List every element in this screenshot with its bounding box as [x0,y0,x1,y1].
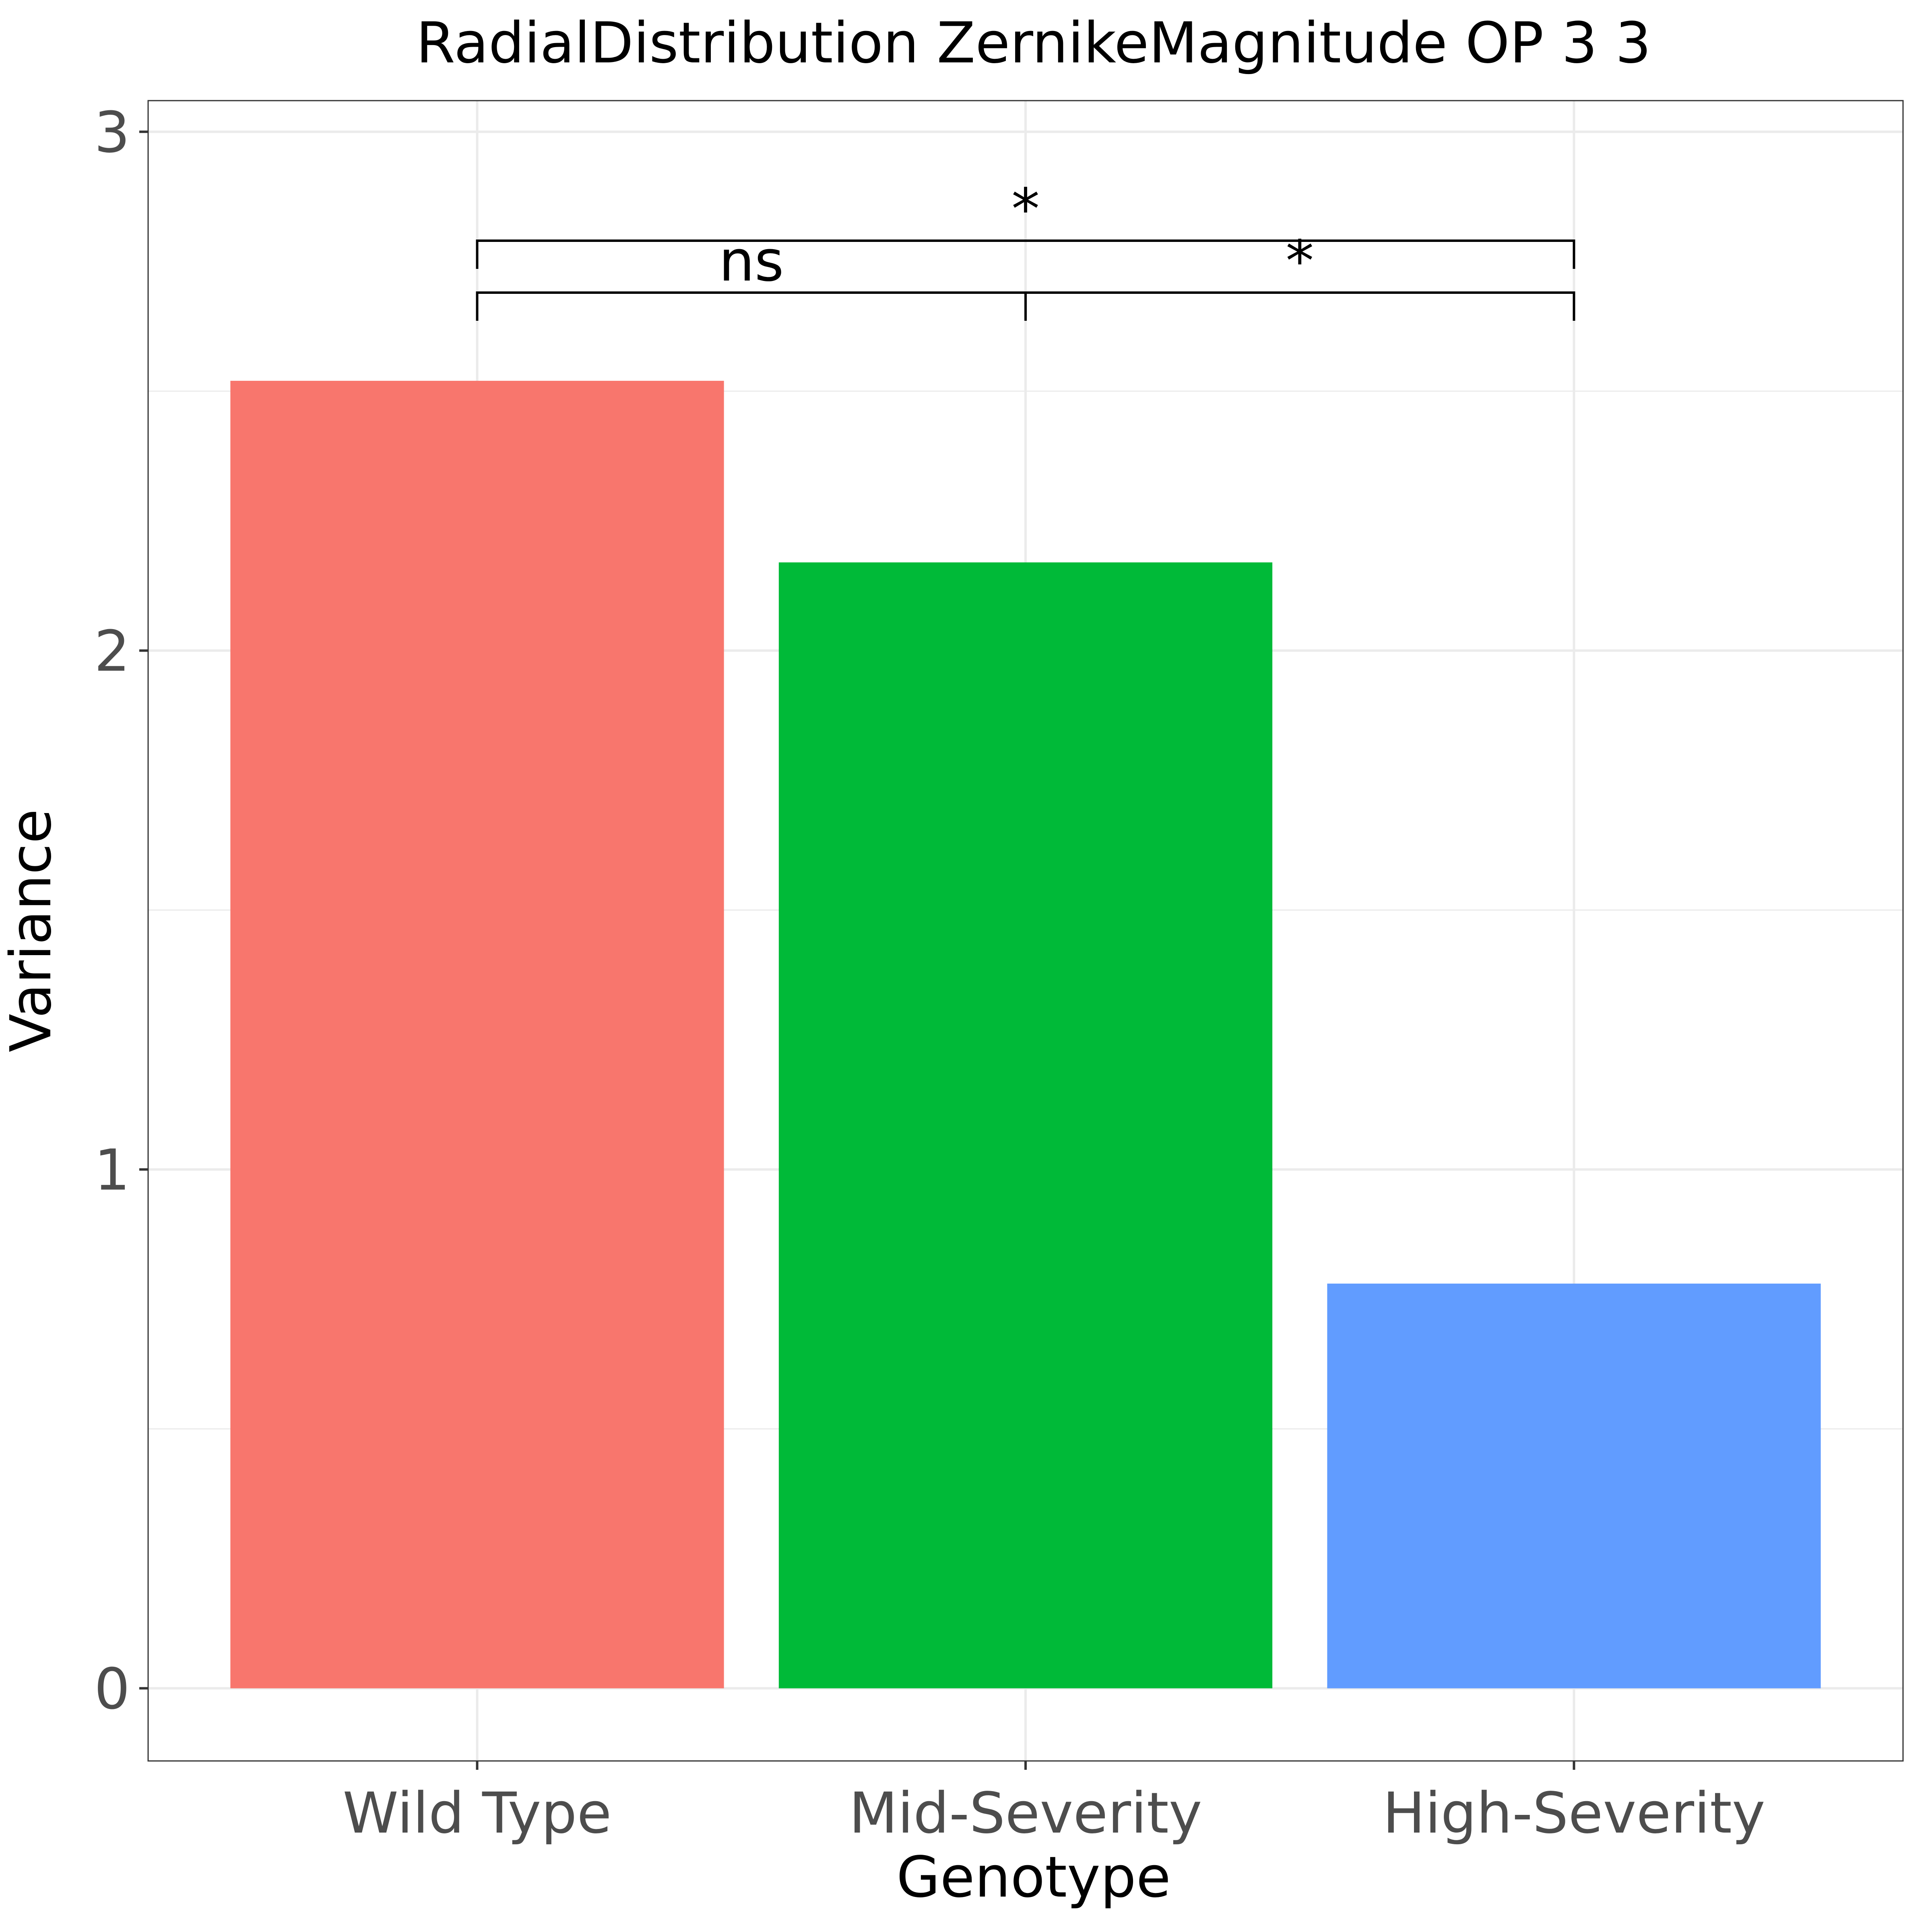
x-axis-ticks: Wild Type Mid-Severity High-Severity [343,1761,1765,1846]
y-axis-title: Variance [0,809,64,1053]
y-tick-label: 0 [94,1657,130,1722]
x-tick-label: Mid-Severity [849,1781,1202,1846]
bar [230,381,724,1688]
significance-bracket [476,291,1027,321]
y-tick-label: 2 [94,619,130,684]
bar [1327,1284,1821,1688]
bars [230,381,1821,1688]
significance-label: * [1286,229,1314,294]
significance-bracket [476,239,1575,269]
significance-label: * [1011,177,1040,242]
y-tick-label: 1 [94,1137,130,1203]
bar [778,562,1273,1688]
y-axis-ticks: 0 1 2 3 [94,100,148,1722]
chart-title: RadialDistribution ZernikeMagnitude OP 3… [416,10,1651,76]
significance-brackets: ns * * [476,177,1575,321]
x-tick-label: High-Severity [1383,1781,1765,1846]
significance-label: ns [719,229,784,294]
x-tick-label: Wild Type [343,1781,611,1846]
y-tick-label: 3 [94,100,130,165]
significance-bracket [1024,291,1575,321]
x-axis-title: Genotype [896,1845,1171,1910]
